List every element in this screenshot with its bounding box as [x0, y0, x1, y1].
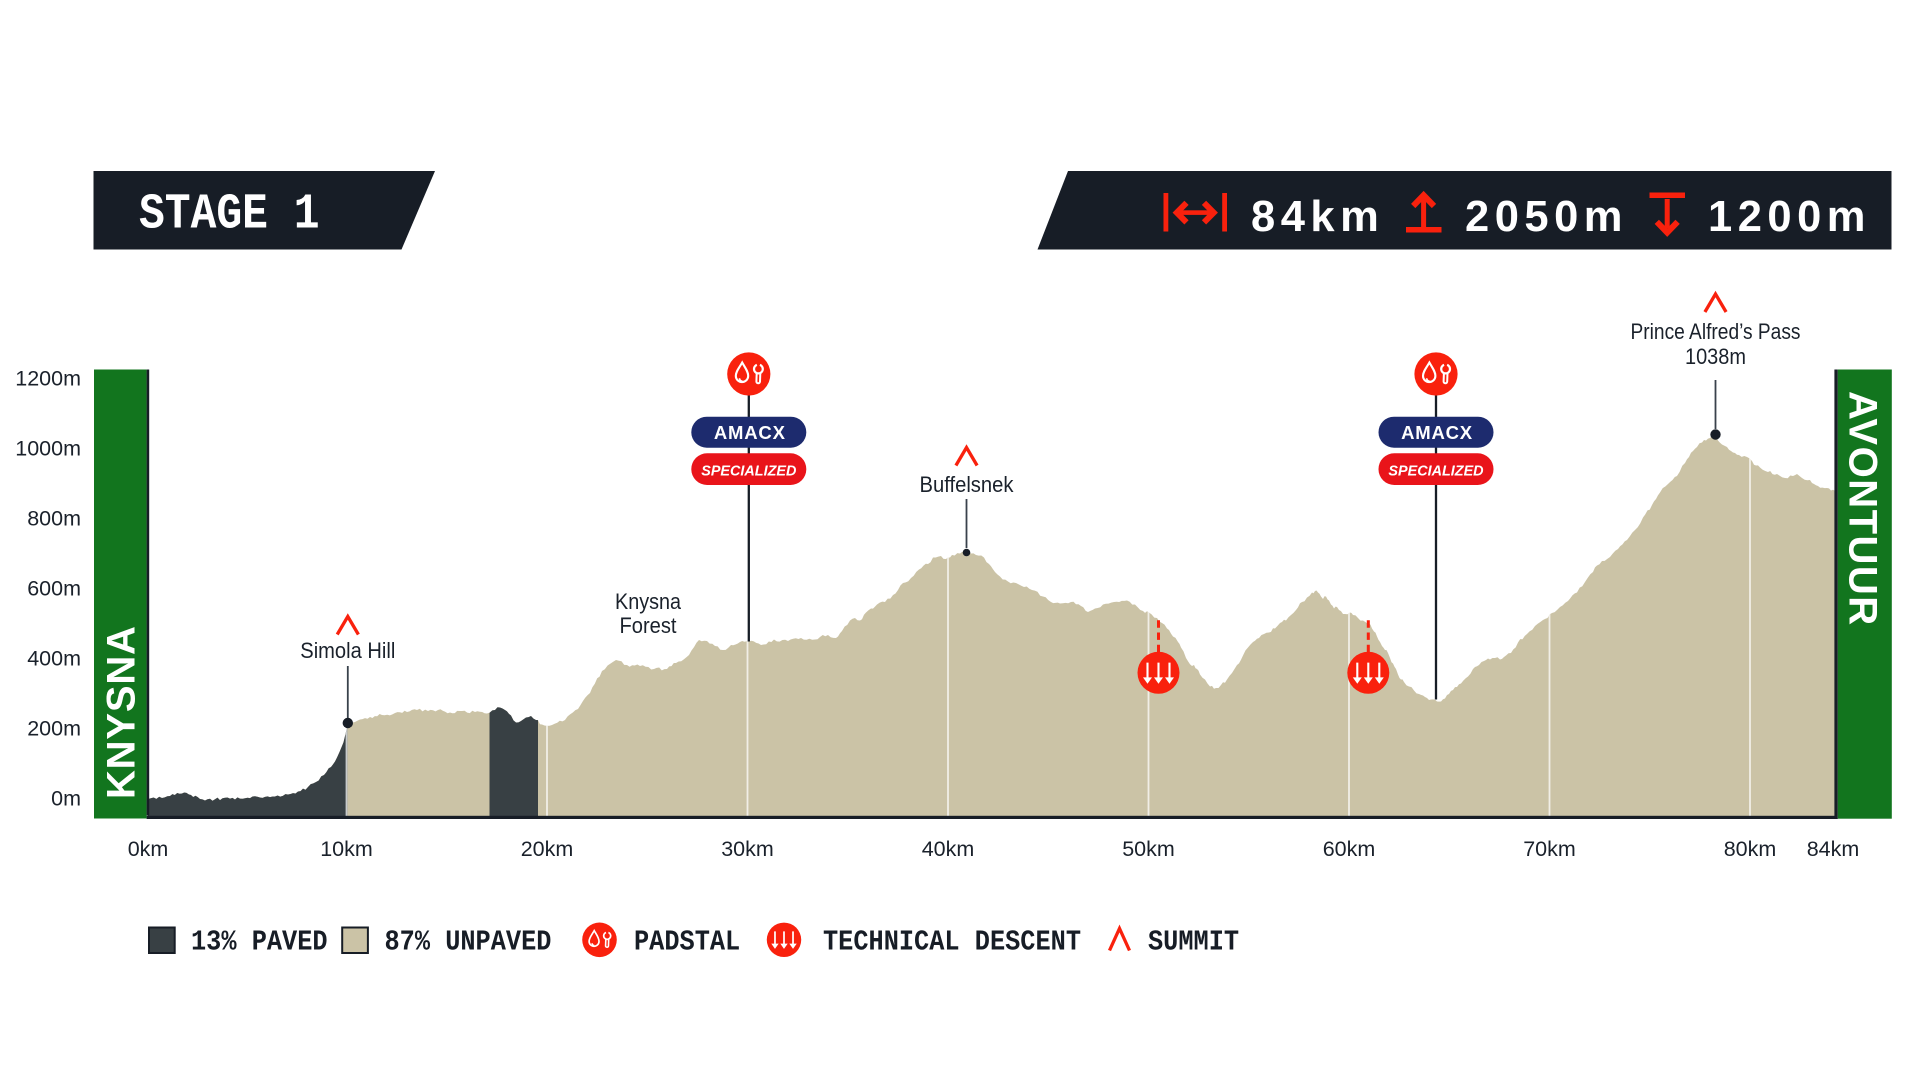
svg-text:0km: 0km: [128, 837, 169, 861]
svg-text:200m: 200m: [27, 717, 81, 741]
svg-text:600m: 600m: [27, 577, 81, 601]
svg-text:0m: 0m: [51, 787, 81, 811]
svg-text:84km: 84km: [1251, 193, 1384, 241]
svg-text:Buffelsnek: Buffelsnek: [920, 472, 1015, 497]
svg-text:STAGE 1: STAGE 1: [139, 186, 320, 243]
svg-text:80km: 80km: [1724, 837, 1777, 861]
svg-text:70km: 70km: [1523, 837, 1576, 861]
svg-text:SPECIALIZED: SPECIALIZED: [1388, 464, 1483, 480]
svg-text:AMACX: AMACX: [1401, 422, 1473, 443]
svg-text:AMACX: AMACX: [714, 422, 786, 443]
svg-text:800m: 800m: [27, 507, 81, 531]
svg-text:1038m: 1038m: [1685, 344, 1746, 369]
svg-text:1000m: 1000m: [15, 437, 81, 461]
svg-text:Forest: Forest: [620, 613, 677, 638]
svg-text:400m: 400m: [27, 647, 81, 671]
svg-text:87% UNPAVED: 87% UNPAVED: [385, 927, 552, 959]
svg-text:Simola Hill: Simola Hill: [300, 638, 395, 663]
svg-text:13% PAVED: 13% PAVED: [191, 927, 328, 959]
svg-text:20km: 20km: [521, 837, 574, 861]
svg-text:2050m: 2050m: [1465, 193, 1628, 241]
svg-text:50km: 50km: [1122, 837, 1175, 861]
svg-text:PADSTAL: PADSTAL: [634, 927, 740, 959]
svg-text:AVONTUUR: AVONTUUR: [1841, 391, 1885, 627]
svg-text:TECHNICAL DESCENT: TECHNICAL DESCENT: [823, 927, 1081, 959]
svg-text:1200m: 1200m: [15, 367, 81, 391]
svg-text:Prince Alfred’s Pass: Prince Alfred’s Pass: [1631, 319, 1801, 344]
svg-text:KNYSNA: KNYSNA: [100, 625, 144, 799]
svg-text:Knysna: Knysna: [615, 589, 682, 614]
svg-text:1200m: 1200m: [1708, 193, 1871, 241]
svg-text:40km: 40km: [922, 837, 975, 861]
svg-text:30km: 30km: [721, 837, 774, 861]
svg-text:84km: 84km: [1807, 837, 1860, 861]
svg-text:SPECIALIZED: SPECIALIZED: [701, 464, 796, 480]
svg-text:60km: 60km: [1323, 837, 1376, 861]
svg-text:10km: 10km: [320, 837, 373, 861]
svg-text:SUMMIT: SUMMIT: [1148, 927, 1239, 959]
